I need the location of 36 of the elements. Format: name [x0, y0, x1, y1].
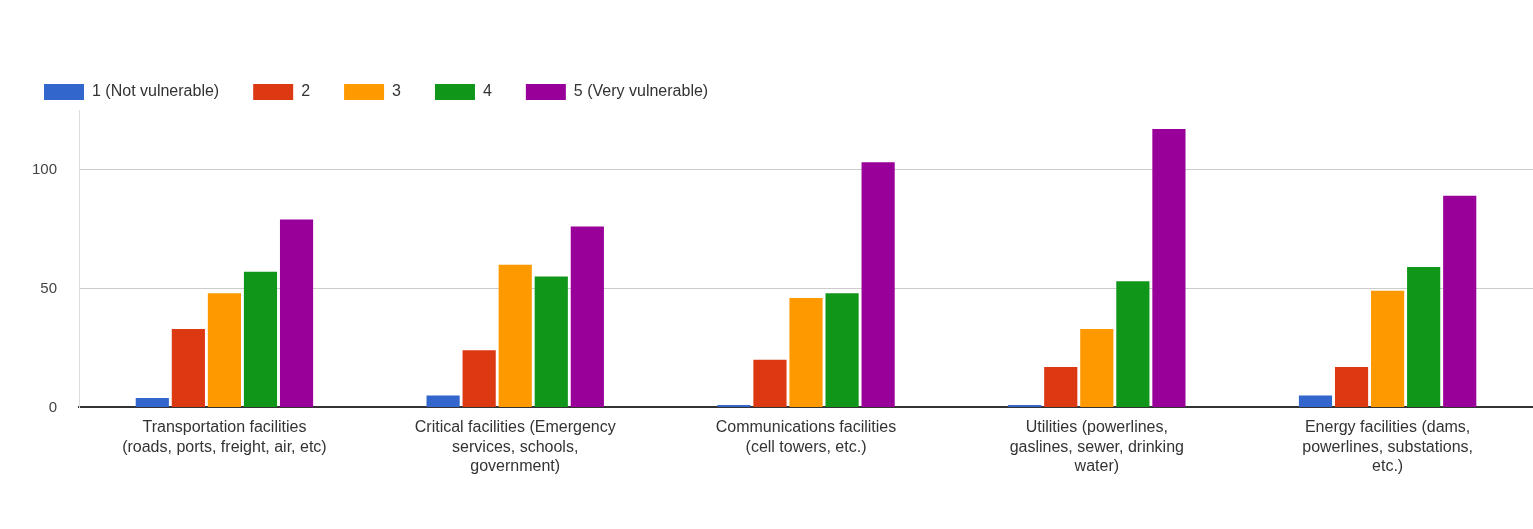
bar — [1152, 129, 1186, 407]
x-tick-label: Communications facilities (cell towers, etc.) — [715, 418, 897, 455]
bar — [279, 219, 314, 407]
legend-label: 4 — [482, 82, 492, 100]
bar — [135, 397, 169, 407]
legend-label: 2 — [301, 82, 311, 100]
x-tick-label: Critical facilities (Emergency services, schools, government) — [414, 418, 616, 474]
legend-label: 1 (Not vulnerable) — [92, 82, 220, 100]
bar — [1298, 395, 1333, 407]
bar — [426, 395, 460, 407]
bar — [570, 226, 604, 407]
bar — [171, 328, 205, 407]
legend-label: 3 — [392, 82, 402, 100]
bar — [753, 359, 787, 407]
bar — [462, 350, 496, 407]
bar — [861, 162, 895, 407]
bar — [243, 271, 278, 407]
bar — [1407, 267, 1441, 407]
legend-label: 5 (Very vulnerable) — [573, 82, 709, 100]
bar — [1371, 290, 1405, 407]
x-tick-label: Energy facilities (dams, powerlines, substations, etc.) — [1302, 418, 1473, 474]
bar — [1080, 328, 1114, 407]
x-tick-label: Utilities (powerlines, gaslines, sewer, drinking water) — [1009, 418, 1184, 474]
y-tick-label: 100 — [32, 159, 58, 177]
y-tick-label: 0 — [48, 397, 58, 415]
bar — [789, 297, 823, 407]
bar — [1443, 195, 1477, 407]
bar — [207, 293, 242, 407]
bar — [1334, 366, 1369, 407]
y-tick-label: 50 — [40, 278, 58, 296]
bar — [1044, 366, 1078, 407]
x-tick-label: Transportation facilities (roads, ports, freight, air, etc) — [122, 418, 327, 455]
bar — [534, 276, 568, 407]
bar — [498, 264, 532, 407]
bar — [825, 293, 859, 407]
bar — [1116, 281, 1150, 407]
